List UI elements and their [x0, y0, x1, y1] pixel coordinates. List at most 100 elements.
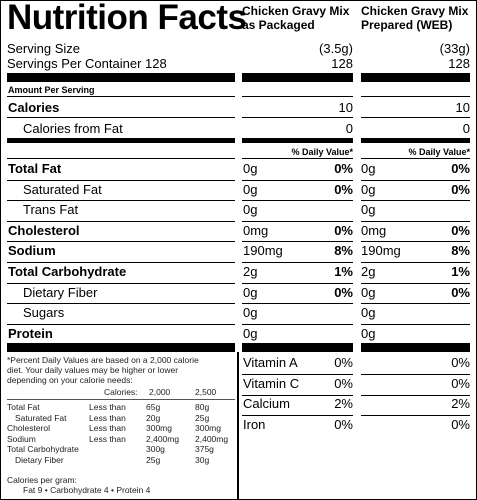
calories-from-fat-label: Calories from Fat	[23, 121, 123, 136]
nutrient-amount-col2: 0g	[361, 202, 376, 217]
nutrient-name: Cholesterol	[8, 223, 80, 238]
divider	[242, 158, 353, 159]
footnote-row-name: Dietary Fiber	[15, 454, 64, 465]
thick-divider	[242, 73, 353, 82]
nutrient-name: Sugars	[23, 305, 65, 320]
divider	[361, 303, 470, 304]
nutrient-amount-col1: 0g	[243, 202, 258, 217]
nutrient-amount-col1: 2g	[243, 264, 258, 279]
nutrient-name: Trans Fat	[23, 202, 79, 217]
divider	[361, 395, 470, 396]
footnote-row-2500: 80g	[195, 402, 210, 412]
nutrient-amount-col2: 190mg	[361, 243, 401, 258]
medium-divider	[7, 138, 235, 143]
calories-fat-col1: 0	[345, 121, 353, 136]
nutrient-name: Dietary Fiber	[23, 285, 98, 300]
footnote-cal-2500: 2,500	[195, 387, 217, 397]
divider	[7, 303, 235, 304]
divider	[242, 324, 353, 325]
footnote-row-name: Total Carbohydrate	[7, 444, 79, 454]
footnote-row-2500: 2,400mg	[195, 433, 229, 444]
nutrient-amount-col2: 0mg	[361, 223, 387, 238]
divider	[7, 283, 235, 284]
medium-divider	[242, 138, 353, 143]
divider	[242, 221, 353, 222]
medium-divider	[361, 138, 470, 143]
divider	[361, 415, 470, 416]
footnote-line-3: depending on your calorie needs:	[7, 375, 133, 385]
nutrient-amount-col2: 0g	[361, 182, 376, 197]
divider	[242, 395, 353, 396]
footnote-cal-2000: 2,000	[149, 387, 171, 397]
footnote-row-cmp: Less than	[89, 433, 126, 444]
footnote-row-2000: 20g	[146, 412, 161, 423]
divider	[7, 158, 235, 159]
vitamin-name: Calcium	[243, 396, 290, 411]
vitamin-dv-col2: 2%	[451, 396, 470, 411]
divider	[361, 180, 470, 181]
label-title: Nutrition Facts	[7, 0, 247, 37]
nutrient-name: Sodium	[8, 243, 56, 258]
calories-per-gram: Calories per gram:	[7, 475, 77, 485]
nutrient-dv-col1: 1%	[334, 264, 353, 279]
calories-fat-col2: 0	[462, 121, 470, 136]
column-header-2: Chicken Gravy Mix Prepared (WEB)	[361, 4, 469, 32]
nutrient-dv-col1: 0%	[334, 161, 353, 176]
nutrient-dv-col1: 0%	[334, 182, 353, 197]
nutrient-amount-col1: 0mg	[243, 223, 269, 238]
nutrient-name: Total Carbohydrate	[8, 264, 127, 279]
divider	[242, 262, 353, 263]
calories-col2: 10	[455, 100, 470, 115]
nutrient-amount-col2: 0g	[361, 326, 376, 341]
divider	[242, 200, 353, 201]
servings-per-container: Servings Per Container 128	[7, 56, 167, 71]
dv-header-col2: % Daily Value*	[408, 147, 470, 157]
footnote-row-2500: 300mg	[195, 423, 221, 433]
servings-col2: 128	[448, 56, 470, 71]
nutrient-dv-col2: 1%	[451, 264, 470, 279]
thick-divider	[7, 343, 235, 352]
divider	[7, 200, 235, 201]
vitamin-dv-col2: 0%	[451, 375, 470, 391]
footnote-row-cmp: Less than	[89, 412, 126, 423]
servings-col1: 128	[331, 56, 353, 71]
nutrient-amount-col2: 0g	[361, 161, 376, 176]
divider	[361, 374, 470, 375]
amount-per-serving: Amount Per Serving	[8, 85, 95, 95]
divider	[242, 283, 353, 284]
divider	[242, 180, 353, 181]
vitamin-dv-col2: 0%	[451, 355, 470, 370]
divider	[7, 221, 235, 222]
nutrient-dv-col1: 8%	[334, 243, 353, 258]
divider	[361, 324, 470, 325]
thick-divider	[361, 343, 470, 352]
footnote-row-name: Cholesterol	[7, 423, 50, 433]
nutrient-amount-col2: 0g	[361, 285, 376, 300]
nutrient-dv-col2: 0%	[451, 223, 470, 238]
footnote-row-cmp: Less than	[89, 402, 126, 412]
vitamin-dv-col2: 0%	[451, 416, 470, 432]
divider	[361, 262, 470, 263]
footnote-row-name: Sodium	[7, 433, 36, 444]
footnote-row-2500: 30g	[195, 454, 210, 465]
divider	[361, 221, 470, 222]
thick-divider	[242, 343, 353, 352]
divider	[7, 262, 235, 263]
footnote-line-1: *Percent Daily Values are based on a 2,0…	[7, 355, 199, 365]
vitamin-dv-col1: 0%	[334, 355, 353, 370]
nutrient-name: Total Fat	[8, 161, 62, 176]
nutrient-amount-col1: 0g	[243, 285, 258, 300]
footnote-row-2000: 65g	[146, 402, 161, 412]
footnote-row-2000: 2,400mg	[146, 433, 180, 444]
divider	[361, 158, 470, 159]
divider	[7, 241, 235, 242]
divider	[7, 324, 235, 325]
divider	[361, 117, 470, 118]
thick-divider	[361, 73, 470, 82]
vitamin-name: Iron	[243, 416, 266, 432]
nutrient-amount-col1: 190mg	[243, 243, 283, 258]
nutrient-amount-col2: 2g	[361, 264, 376, 279]
column-header-1: Chicken Gravy Mix as Packaged	[242, 4, 350, 32]
footnote-row-2000: 300g	[146, 444, 165, 454]
per-gram-values: Fat 9 • Carbohydrate 4 • Protein 4	[23, 485, 151, 495]
